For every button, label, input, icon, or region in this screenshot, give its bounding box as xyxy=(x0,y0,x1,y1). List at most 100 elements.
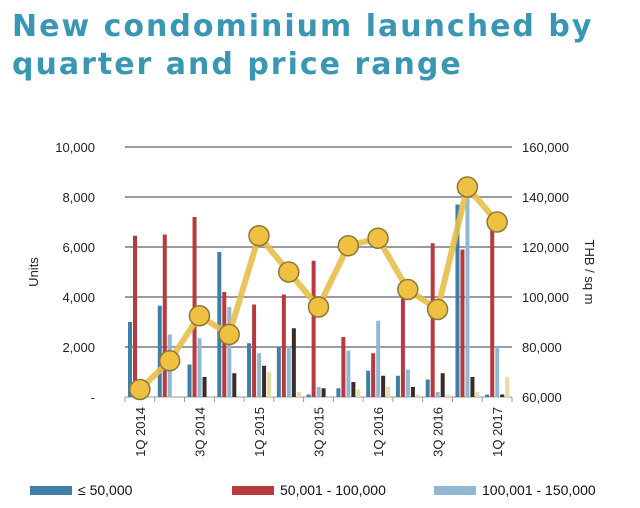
bar xyxy=(356,389,361,397)
bar xyxy=(222,292,227,397)
bar xyxy=(281,294,286,397)
bar xyxy=(495,347,500,397)
title-line-1: New condominium launched by xyxy=(12,9,594,44)
bar xyxy=(366,370,371,397)
x-tick-label: 3Q 2016 xyxy=(431,407,446,457)
price-point xyxy=(188,305,211,327)
bar xyxy=(440,373,445,397)
bar xyxy=(445,394,450,397)
bar xyxy=(291,328,296,397)
bar xyxy=(475,392,480,397)
bar xyxy=(128,322,132,397)
legend-label: 100,001 - 150,000 xyxy=(482,482,596,498)
price-point xyxy=(426,298,449,321)
legend-swatch xyxy=(434,485,476,495)
y-tick-label: 8,000 xyxy=(62,190,95,205)
price-point xyxy=(218,323,240,346)
bar xyxy=(505,377,510,397)
x-tick-label: 1Q 2015 xyxy=(252,407,267,457)
bar xyxy=(286,347,291,397)
bar xyxy=(341,337,346,397)
bar xyxy=(430,243,435,397)
bar xyxy=(276,347,281,397)
x-tick-label: 1Q 2014 xyxy=(133,407,148,457)
x-tick-label: 1Q 2016 xyxy=(371,407,386,457)
bar xyxy=(455,204,460,397)
title-line-2: quarter and price range xyxy=(12,47,463,82)
legend-swatch xyxy=(232,485,274,495)
y2-tick-label: 100,000 xyxy=(522,290,569,305)
bar xyxy=(262,365,267,397)
bar xyxy=(500,394,505,397)
y2-tick-label: 80,000 xyxy=(522,340,562,355)
bar xyxy=(405,369,410,397)
y2-tick-label: 140,000 xyxy=(522,190,569,205)
bar xyxy=(316,387,321,397)
price-point xyxy=(486,211,508,233)
price-point xyxy=(158,350,181,372)
bar xyxy=(133,235,137,397)
bar xyxy=(197,338,202,397)
price-point xyxy=(397,278,419,301)
y2-tick-label: 120,000 xyxy=(522,240,569,255)
bar xyxy=(247,343,252,397)
bar xyxy=(351,382,356,397)
chart-title: New condominium launched by quarter and … xyxy=(12,8,593,84)
legend-item-2: 50,001 - 100,000 xyxy=(232,482,386,498)
legend-label: ≤ 50,000 xyxy=(78,482,133,498)
bar xyxy=(395,375,400,397)
bar xyxy=(306,394,311,397)
price-point xyxy=(129,378,151,401)
bar xyxy=(162,234,167,397)
bar xyxy=(381,375,386,397)
y2-axis-title: THB / sq m xyxy=(582,239,597,304)
bar xyxy=(386,387,391,397)
bar xyxy=(321,388,326,397)
y-tick-label: 2,000 xyxy=(62,340,95,355)
x-tick-label: 3Q 2014 xyxy=(192,407,207,457)
y2-tick-label: 160,000 xyxy=(522,140,569,155)
bar xyxy=(485,394,490,397)
bar xyxy=(157,305,162,397)
bar xyxy=(376,320,381,397)
bar xyxy=(202,377,207,397)
bar xyxy=(470,377,475,397)
y2-tick-label: 60,000 xyxy=(522,390,562,405)
y-tick-label: 4,000 xyxy=(62,290,95,305)
bar xyxy=(346,350,351,397)
price-point xyxy=(248,225,270,247)
bar xyxy=(425,379,430,397)
bar xyxy=(232,373,237,397)
bar xyxy=(257,353,262,397)
y-tick-label: - xyxy=(91,390,95,405)
price-point xyxy=(307,296,330,318)
y-tick-label: 10,000 xyxy=(55,140,95,155)
bar xyxy=(410,387,415,397)
bar xyxy=(400,297,405,397)
price-point xyxy=(456,176,479,198)
bar xyxy=(227,307,232,397)
price-point xyxy=(337,235,360,257)
bar xyxy=(217,252,222,397)
price-point xyxy=(277,261,300,283)
x-tick-label: 1Q 2017 xyxy=(490,407,505,457)
legend-swatch xyxy=(30,485,72,495)
y-axis-title: Units xyxy=(26,257,41,287)
bar xyxy=(336,388,341,397)
legend-item-3: 100,001 - 150,000 xyxy=(434,482,596,498)
bar xyxy=(296,392,301,397)
bar xyxy=(267,372,272,397)
price-point xyxy=(367,227,389,249)
legend-label: 50,001 - 100,000 xyxy=(280,482,386,498)
y-tick-label: 6,000 xyxy=(62,240,95,255)
bar xyxy=(490,227,495,397)
legend-item-1: ≤ 50,000 xyxy=(30,482,132,498)
x-tick-label: 3Q 2015 xyxy=(312,407,327,457)
bar xyxy=(460,249,465,397)
bar xyxy=(435,392,440,397)
bar xyxy=(465,177,470,397)
bar xyxy=(415,394,420,397)
bar xyxy=(371,353,376,397)
bar xyxy=(311,260,316,397)
